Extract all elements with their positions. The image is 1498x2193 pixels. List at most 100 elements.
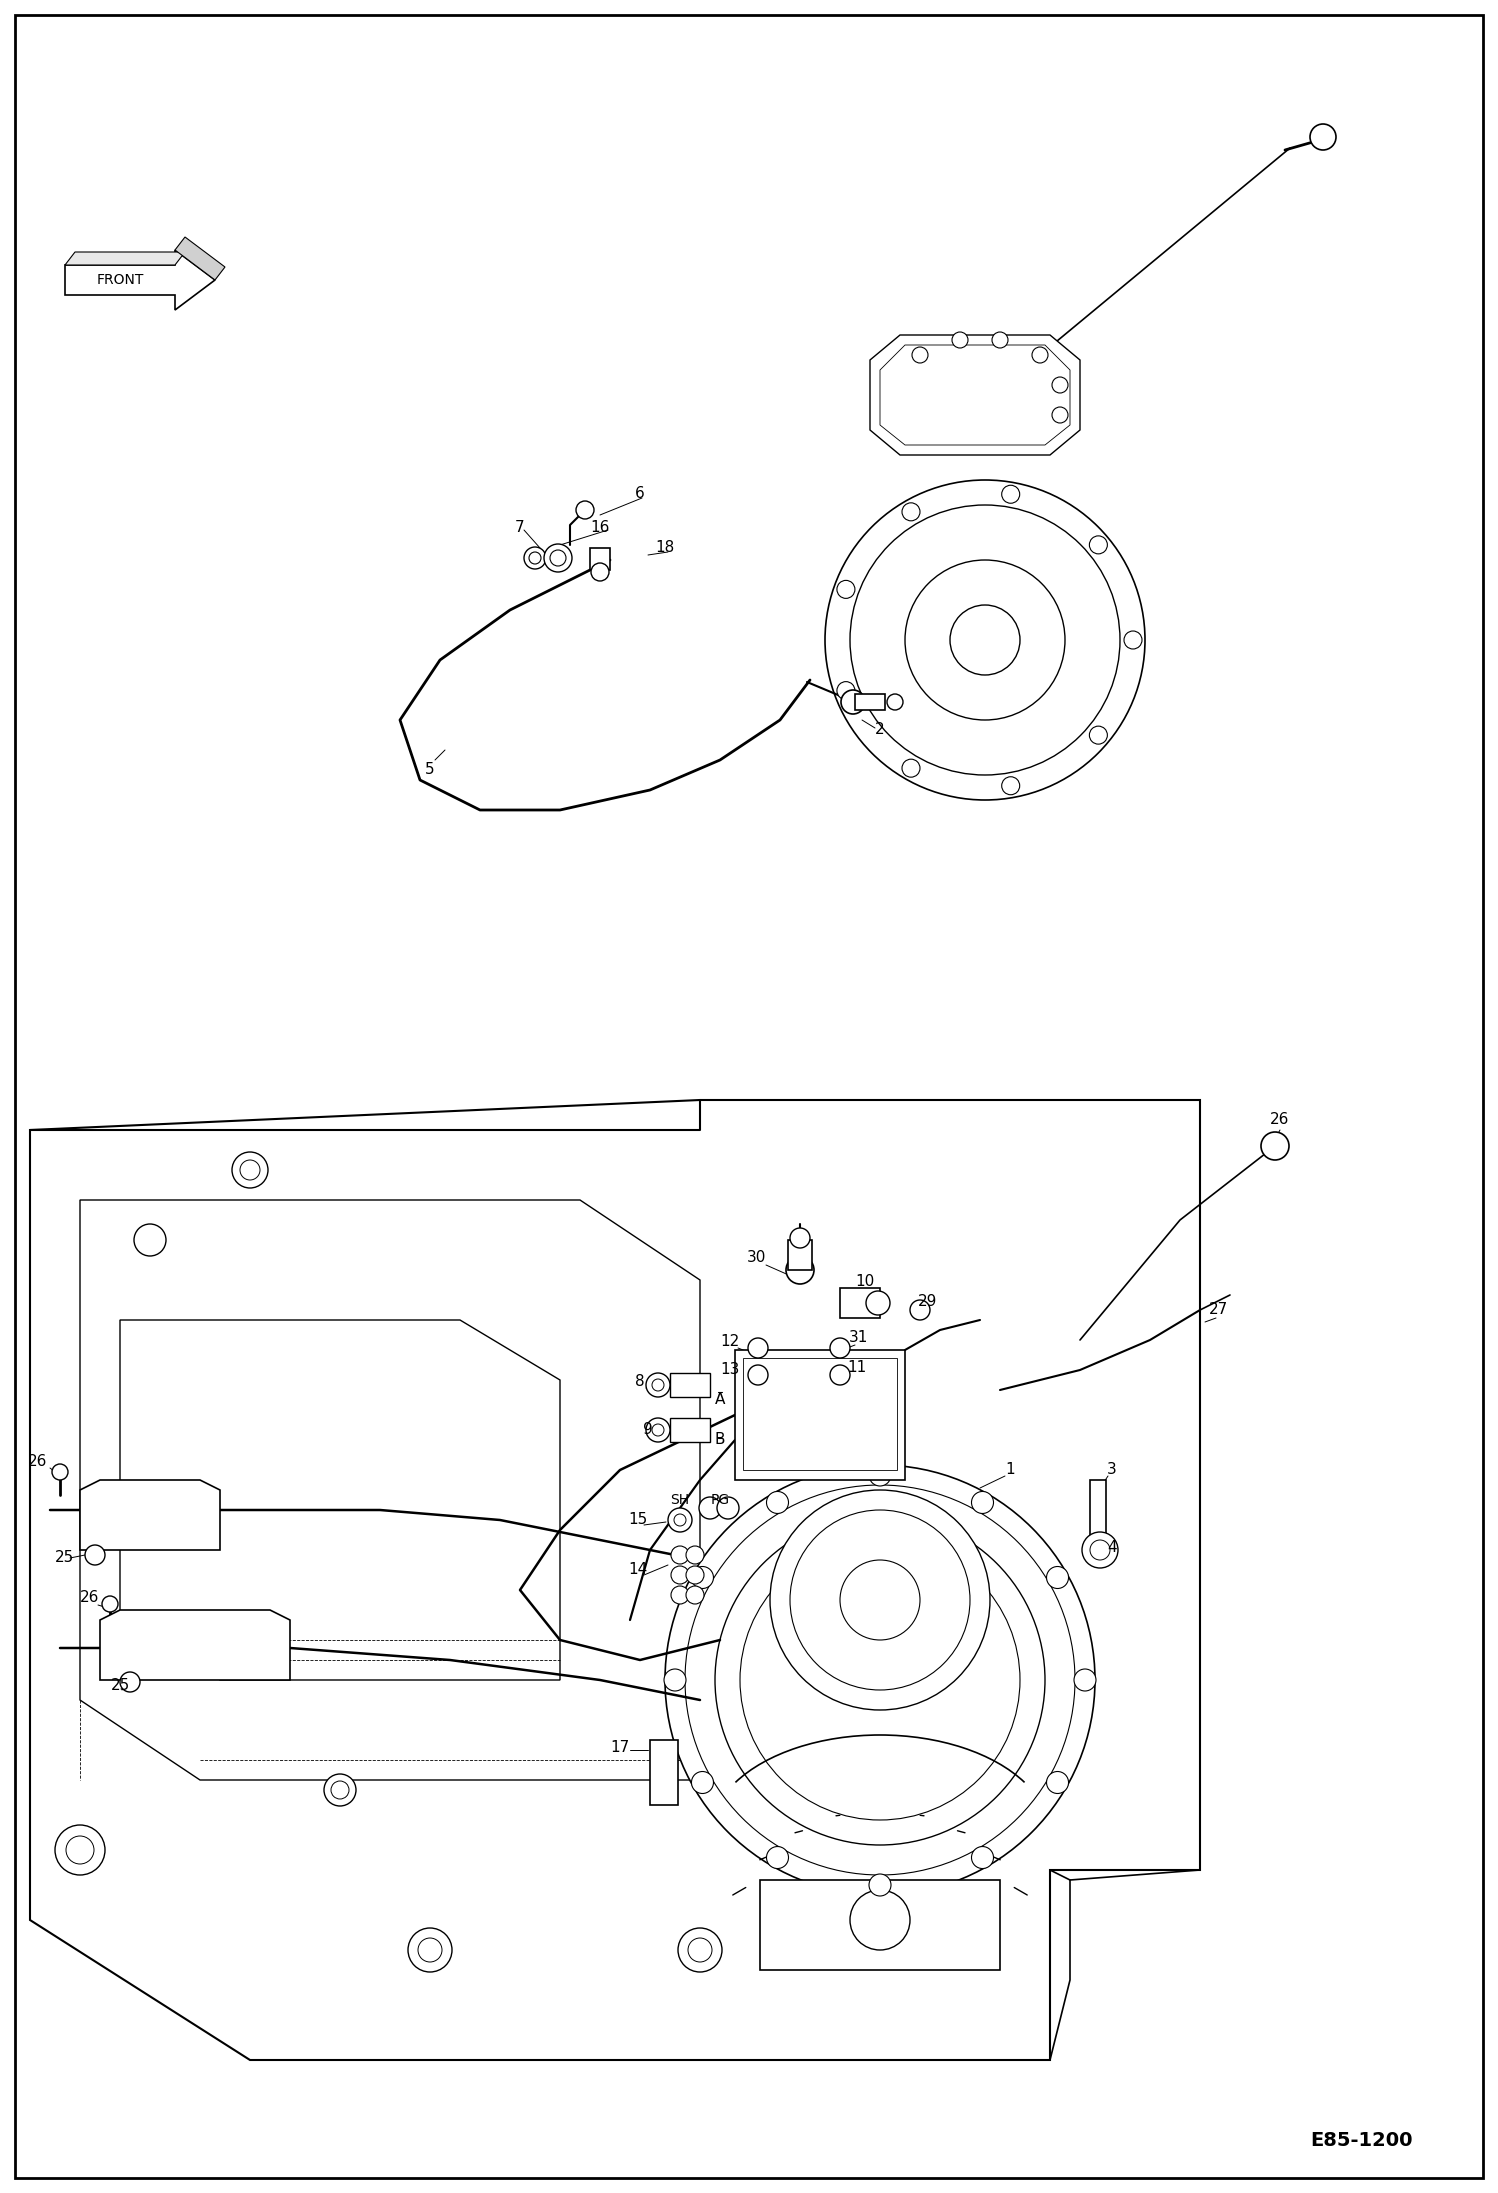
- Circle shape: [830, 1338, 849, 1357]
- Circle shape: [767, 1847, 788, 1868]
- Circle shape: [718, 1498, 739, 1520]
- Polygon shape: [79, 1480, 220, 1550]
- Circle shape: [1124, 632, 1141, 649]
- Circle shape: [686, 1546, 704, 1564]
- Circle shape: [830, 1364, 849, 1386]
- Text: 11: 11: [848, 1360, 867, 1375]
- Text: A: A: [715, 1393, 725, 1408]
- Circle shape: [1002, 485, 1020, 502]
- Circle shape: [866, 1292, 890, 1316]
- Circle shape: [972, 1491, 993, 1513]
- Bar: [650, 1739, 679, 1805]
- Circle shape: [767, 1491, 788, 1513]
- Text: 26: 26: [1270, 1112, 1290, 1127]
- Text: SH: SH: [671, 1493, 689, 1507]
- Circle shape: [692, 1566, 713, 1588]
- Text: E85-1200: E85-1200: [1309, 2132, 1413, 2149]
- Circle shape: [992, 331, 1008, 349]
- Text: 14: 14: [628, 1561, 647, 1577]
- Circle shape: [840, 691, 864, 715]
- Circle shape: [837, 581, 855, 599]
- Circle shape: [740, 1539, 1020, 1820]
- Text: 10: 10: [855, 1274, 875, 1289]
- Circle shape: [240, 1160, 261, 1180]
- Circle shape: [1052, 408, 1068, 423]
- Bar: [759, 1879, 1001, 1969]
- Circle shape: [577, 500, 595, 520]
- Circle shape: [652, 1379, 664, 1390]
- Text: 16: 16: [590, 520, 610, 535]
- Text: 30: 30: [748, 1250, 767, 1265]
- Circle shape: [1082, 1533, 1118, 1568]
- Text: 4: 4: [1107, 1539, 1118, 1555]
- Circle shape: [66, 1836, 94, 1864]
- Circle shape: [1261, 1132, 1288, 1160]
- Polygon shape: [30, 1101, 1200, 2059]
- Circle shape: [529, 553, 541, 564]
- Polygon shape: [120, 1320, 560, 1680]
- Bar: [840, 1287, 879, 1318]
- Polygon shape: [64, 250, 216, 309]
- Circle shape: [1032, 346, 1049, 364]
- Circle shape: [646, 1373, 670, 1397]
- Circle shape: [686, 1586, 704, 1603]
- Circle shape: [1089, 726, 1107, 743]
- Polygon shape: [670, 1373, 710, 1397]
- Circle shape: [52, 1465, 67, 1480]
- Circle shape: [407, 1928, 452, 1972]
- Circle shape: [912, 346, 927, 364]
- Circle shape: [905, 559, 1065, 719]
- Text: 8: 8: [635, 1375, 644, 1390]
- Text: 31: 31: [848, 1331, 867, 1347]
- Circle shape: [133, 1224, 166, 1257]
- Circle shape: [671, 1566, 689, 1583]
- Circle shape: [909, 1300, 930, 1320]
- Circle shape: [869, 1875, 891, 1897]
- Polygon shape: [175, 237, 225, 281]
- Text: 6: 6: [635, 485, 644, 500]
- Circle shape: [418, 1939, 442, 1963]
- Circle shape: [902, 759, 920, 776]
- Circle shape: [652, 1423, 664, 1436]
- Text: B: B: [715, 1432, 725, 1447]
- Circle shape: [849, 1890, 909, 1950]
- Circle shape: [1047, 1772, 1068, 1794]
- Circle shape: [688, 1939, 712, 1963]
- Circle shape: [770, 1489, 990, 1711]
- Circle shape: [102, 1597, 118, 1612]
- Circle shape: [1091, 1539, 1110, 1559]
- Text: 26: 26: [81, 1590, 100, 1605]
- Circle shape: [887, 693, 903, 711]
- Circle shape: [1047, 1566, 1068, 1588]
- Text: 7: 7: [515, 520, 524, 535]
- Text: 25: 25: [54, 1550, 73, 1566]
- Text: 9: 9: [643, 1423, 653, 1436]
- Circle shape: [789, 1228, 810, 1248]
- Circle shape: [748, 1338, 768, 1357]
- Circle shape: [671, 1586, 689, 1603]
- Circle shape: [55, 1825, 105, 1875]
- Circle shape: [232, 1151, 268, 1189]
- Bar: [1091, 1480, 1106, 1546]
- Text: 29: 29: [918, 1294, 938, 1309]
- Circle shape: [837, 682, 855, 700]
- Circle shape: [953, 331, 968, 349]
- Text: PG: PG: [710, 1493, 730, 1507]
- Text: 18: 18: [656, 539, 674, 555]
- Polygon shape: [100, 1610, 291, 1680]
- Circle shape: [85, 1546, 105, 1566]
- Polygon shape: [870, 336, 1080, 454]
- Circle shape: [840, 1559, 920, 1640]
- Circle shape: [679, 1928, 722, 1972]
- Circle shape: [692, 1772, 713, 1794]
- Circle shape: [972, 1847, 993, 1868]
- Circle shape: [592, 564, 610, 581]
- Circle shape: [671, 1546, 689, 1564]
- Text: 3: 3: [1107, 1463, 1118, 1478]
- Text: 27: 27: [1209, 1303, 1228, 1318]
- Circle shape: [1074, 1669, 1097, 1691]
- Circle shape: [1309, 125, 1336, 149]
- Circle shape: [825, 480, 1144, 800]
- Circle shape: [331, 1781, 349, 1798]
- Circle shape: [544, 544, 572, 572]
